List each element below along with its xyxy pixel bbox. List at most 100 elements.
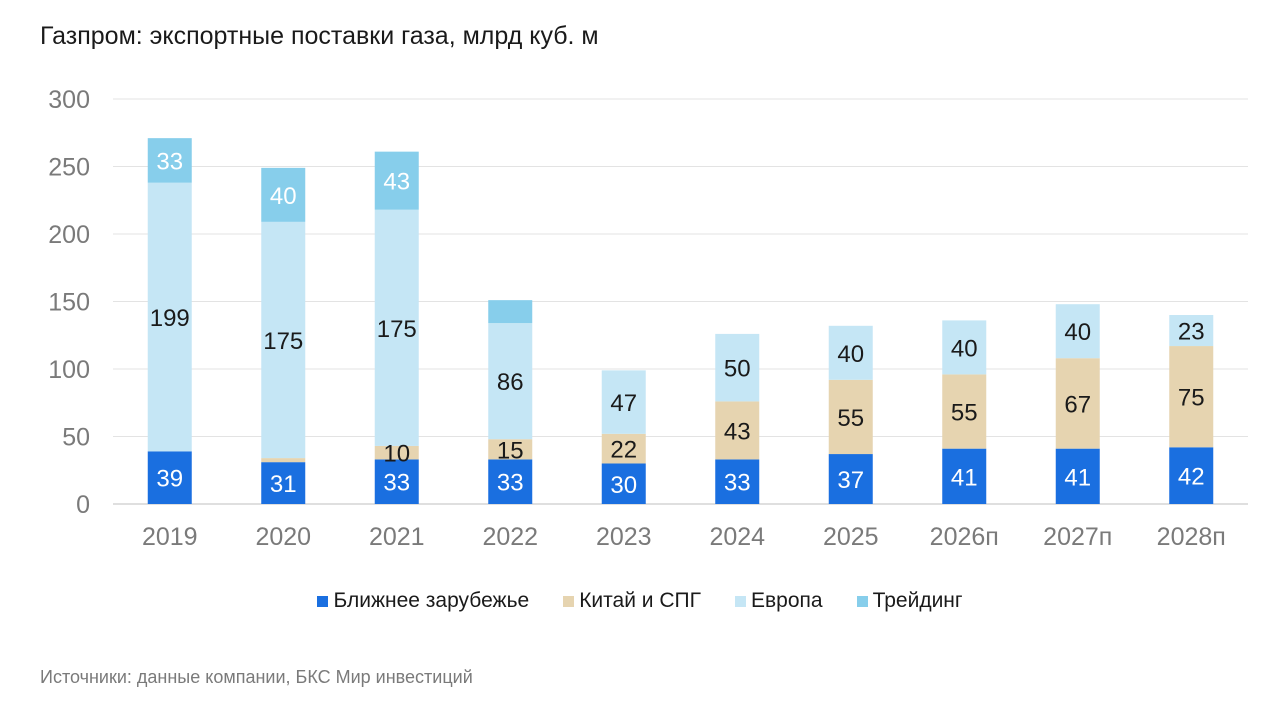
bar-segment [715, 401, 760, 460]
bar-segment [942, 320, 987, 375]
legend-swatch [317, 595, 329, 607]
bar-segment [147, 138, 192, 183]
bar-segment [1055, 358, 1100, 449]
y-tick-label: 50 [62, 424, 90, 452]
bars [147, 138, 1214, 504]
data-label: 175 [263, 328, 303, 355]
x-tick-label: 2028п [1157, 523, 1226, 551]
bar-segment [715, 459, 760, 504]
bar-segment [261, 221, 306, 459]
y-tick-label: 100 [48, 356, 90, 384]
data-label: 86 [497, 369, 524, 396]
bar-segment [601, 433, 646, 464]
data-label: 55 [837, 405, 864, 432]
bar-segment [1169, 315, 1214, 347]
legend-swatch [856, 595, 868, 607]
data-label: 31 [270, 471, 297, 498]
data-label: 67 [1064, 391, 1091, 418]
bar-segment [374, 445, 419, 460]
bar-segment [942, 448, 987, 504]
bar-segment [828, 379, 873, 455]
source-note: Источники: данные компании, БКС Мир инве… [40, 667, 473, 687]
y-tick-label: 0 [76, 491, 90, 519]
legend-label: Китай и СПГ [579, 589, 701, 612]
bar-segment [828, 325, 873, 380]
legend-label: Трейдинг [872, 589, 963, 612]
bar-segment [601, 370, 646, 434]
data-label: 41 [1064, 464, 1091, 491]
bar-segment [601, 463, 646, 504]
chart-title: Газпром: экспортные поставки газа, млрд … [40, 22, 599, 50]
bar-segment [828, 454, 873, 504]
data-label: 41 [951, 464, 978, 491]
data-label: 55 [951, 400, 978, 427]
x-tick-label: 2025 [823, 523, 879, 551]
x-axis-ticks: 2019 2020 2021 2022 2023 2024 2025 2026п 2027п 20… [142, 523, 1226, 551]
data-label: 33 [156, 148, 183, 175]
bar-segment [261, 462, 306, 504]
data-label: 10 [383, 441, 410, 468]
x-tick-label: 2021 [369, 523, 425, 551]
legend-label: Ближнее зарубежье [333, 589, 530, 612]
data-label: 33 [383, 470, 410, 497]
legend-item: Европа [735, 589, 823, 613]
bar-segment [1169, 447, 1214, 504]
x-tick-label: 2022 [482, 523, 538, 551]
legend: Ближнее зарубежье Китай и СПГ Европа Трейди… [0, 589, 1280, 613]
bar-segment [942, 374, 987, 449]
x-tick-label: 2024 [709, 523, 765, 551]
x-tick-label: 2020 [255, 523, 311, 551]
data-label: 47 [610, 390, 637, 417]
legend-label: Европа [751, 589, 823, 612]
data-label: 33 [724, 470, 751, 497]
bar-segment [374, 151, 419, 210]
data-label: 39 [156, 466, 183, 493]
data-label: 37 [837, 467, 864, 494]
bar-segment [1055, 448, 1100, 504]
y-tick-label: 300 [48, 86, 90, 114]
bar-segment [488, 459, 533, 504]
bar-segment [261, 167, 306, 222]
data-label: 43 [383, 169, 410, 196]
data-label: 75 [1178, 385, 1205, 412]
data-label: 42 [1178, 464, 1205, 491]
bar-segment [488, 323, 533, 440]
data-label: 22 [610, 437, 637, 464]
data-label: 40 [270, 183, 297, 210]
data-label: 33 [497, 470, 524, 497]
bar-segment [488, 300, 533, 324]
bar-segment [374, 209, 419, 446]
bar-segment [374, 459, 419, 504]
x-tick-label: 2027п [1043, 523, 1112, 551]
legend-item: Китай и СПГ [563, 589, 701, 613]
bar-segment [1169, 346, 1214, 448]
legend-swatch [563, 595, 575, 607]
data-label: 40 [837, 341, 864, 368]
legend-item: Трейдинг [856, 589, 963, 613]
data-label: 23 [1178, 319, 1205, 346]
data-label: 40 [1064, 319, 1091, 346]
bar-segment [715, 333, 760, 402]
bar-segment [147, 182, 192, 452]
data-labels: 3919933311754033101754333158630224733435… [150, 148, 1205, 498]
x-tick-label: 2026п [930, 523, 999, 551]
y-axis-ticks: 0 50 100 150 200 250 300 [48, 86, 90, 519]
data-label: 40 [951, 335, 978, 362]
y-tick-label: 150 [48, 289, 90, 317]
y-tick-label: 250 [48, 154, 90, 182]
data-label: 43 [724, 418, 751, 445]
data-label: 175 [377, 316, 417, 343]
x-tick-label: 2019 [142, 523, 198, 551]
y-tick-label: 200 [48, 221, 90, 249]
bar-segment [1055, 304, 1100, 359]
data-label: 15 [497, 437, 524, 464]
bar-segment [147, 451, 192, 504]
legend-swatch [735, 595, 746, 607]
x-tick-label: 2023 [596, 523, 652, 551]
bar-segment [488, 439, 533, 460]
bar-segment [261, 458, 306, 463]
data-label: 30 [610, 472, 637, 499]
data-label: 199 [150, 305, 190, 332]
legend-item: Ближнее зарубежье [317, 589, 529, 613]
